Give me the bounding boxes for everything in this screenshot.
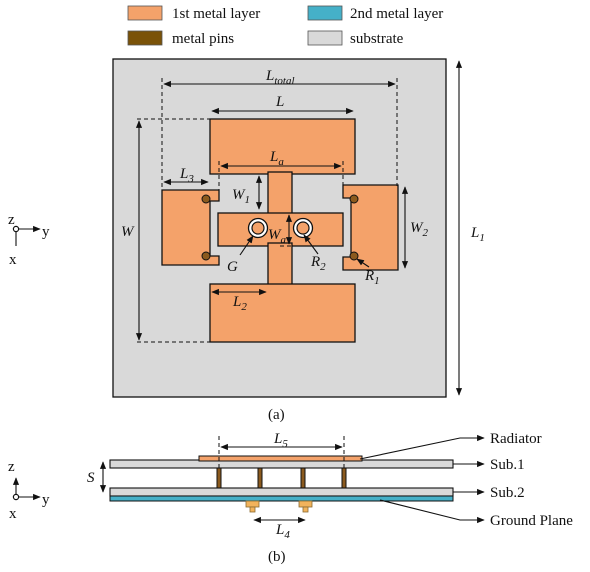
legend-swatch-2nd-metal — [307, 5, 343, 21]
callout-sub1-label: Sub.1 — [490, 457, 525, 473]
shorting-pin-right-top — [349, 194, 359, 204]
label-g: G — [227, 259, 238, 275]
legend-swatch-metal-pins — [127, 30, 163, 46]
legend-item-2nd-metal: 2nd metal layer — [307, 5, 443, 22]
axis-label-y-bottom: y — [42, 492, 50, 508]
patch-bottom-bar — [209, 283, 356, 343]
label-w1: W1 — [232, 187, 250, 206]
label-r2: R2 — [310, 254, 326, 273]
side-pin-4 — [341, 467, 347, 489]
label-l1: L1 — [470, 225, 485, 244]
caption-a: (a) — [268, 407, 285, 423]
caption-b: (b) — [268, 549, 286, 565]
legend-swatch-substrate — [307, 30, 343, 46]
callout-radiator-label: Radiator — [490, 431, 542, 447]
connector-right-pin — [302, 506, 309, 513]
axis-label-z-top: z — [8, 212, 15, 228]
label-w: W — [121, 224, 135, 240]
legend-swatch-1st-metal — [127, 5, 163, 21]
label-ltotal: Ltotal — [265, 68, 295, 87]
leader-r2 — [303, 234, 319, 255]
leader-g — [239, 235, 254, 256]
label-la: La — [269, 149, 284, 168]
legend-label-1st-metal: 1st metal layer — [172, 6, 260, 22]
legend-item-metal-pins: metal pins — [127, 30, 234, 47]
axis-label-z-bottom: z — [8, 459, 15, 475]
right-parasitic-element — [342, 184, 399, 271]
axis-origin-bottom-icon — [12, 493, 20, 501]
leader-r1 — [356, 258, 370, 268]
legend-label-metal-pins: metal pins — [172, 31, 234, 47]
axis-label-x-top: x — [9, 252, 17, 268]
ground-plane-layer — [109, 495, 454, 502]
connector-right — [298, 500, 313, 508]
legend-label-2nd-metal: 2nd metal layer — [350, 6, 443, 22]
label-r1: R1 — [364, 268, 380, 287]
shorting-pin-right-bottom — [349, 251, 359, 261]
callout-ground-line — [379, 499, 485, 524]
connector-left-pin — [249, 506, 256, 513]
label-l4: L4 — [275, 522, 290, 541]
shorting-pin-left-bottom — [201, 251, 211, 261]
axis-label-x-bottom: x — [9, 506, 17, 522]
label-l3: L3 — [179, 166, 194, 185]
patch-upper-neck — [267, 171, 293, 217]
label-l2: L2 — [232, 294, 247, 313]
left-parasitic-element — [161, 189, 220, 266]
radiator-layer — [198, 455, 363, 462]
shorting-pin-left-top — [201, 194, 211, 204]
label-wa: Wa — [268, 227, 287, 246]
top-view: Ltotal L La L3 W1 Wa W W2 L1 G R2 R1 L2 … — [8, 58, 485, 423]
label-w2: W2 — [410, 220, 429, 239]
axes-icon-bottom: z y x — [8, 459, 50, 522]
side-pin-2 — [257, 467, 263, 489]
callout-sub2-label: Sub.2 — [490, 485, 525, 501]
label-l5: L5 — [273, 431, 288, 450]
feed-pin-right — [296, 221, 310, 235]
feed-pin-left — [251, 221, 265, 235]
legend-label-substrate: substrate — [350, 31, 404, 47]
legend: 1st metal layer 2nd metal layer metal pi… — [127, 5, 443, 47]
side-view: L5 S L4 Radiator Sub.1 Sub.2 Ground Plan… — [8, 431, 573, 565]
axes-icon-top: z y x — [8, 212, 50, 268]
callout-ground-label: Ground Plane — [490, 513, 573, 529]
axis-label-y-top: y — [42, 224, 50, 240]
side-pin-1 — [216, 467, 222, 489]
axis-origin-top-icon — [12, 225, 20, 233]
patch-lower-neck — [267, 242, 293, 287]
legend-item-substrate: substrate — [307, 30, 404, 47]
label-l: L — [275, 94, 284, 110]
legend-item-1st-metal: 1st metal layer — [127, 5, 260, 22]
callout-radiator-line — [359, 434, 485, 460]
connector-left — [245, 500, 260, 508]
substrate-2 — [109, 487, 454, 497]
side-pin-3 — [300, 467, 306, 489]
label-s: S — [87, 470, 95, 486]
